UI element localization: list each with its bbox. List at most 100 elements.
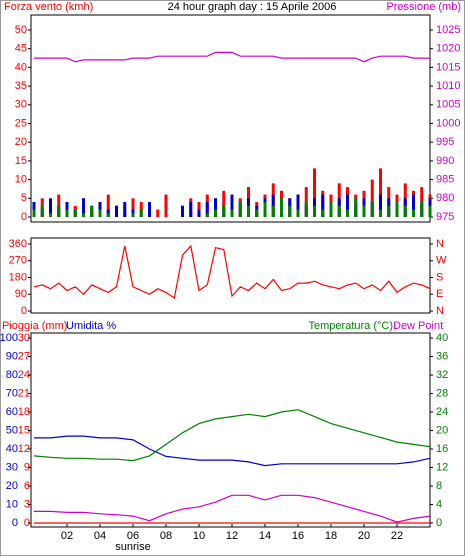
bar bbox=[222, 205, 226, 217]
y-tick-label: 80 bbox=[6, 369, 18, 381]
bar bbox=[197, 202, 201, 217]
bar bbox=[49, 198, 52, 217]
x-tick-label: 18 bbox=[325, 530, 337, 542]
plot-area bbox=[30, 14, 431, 223]
bar bbox=[222, 190, 226, 217]
y-tick-label: 9 bbox=[24, 461, 30, 473]
bar bbox=[115, 205, 118, 217]
y-tick-label: S bbox=[436, 271, 443, 283]
y-tick-label: 50 bbox=[15, 24, 27, 36]
bar bbox=[354, 198, 358, 217]
bar bbox=[263, 202, 267, 217]
y-tick-label: 70 bbox=[6, 387, 18, 399]
bar bbox=[106, 194, 110, 217]
series-label: Dew Point bbox=[393, 320, 443, 332]
y-tick-label: 32 bbox=[436, 369, 448, 381]
bar bbox=[313, 168, 316, 217]
y-tick-label: 985 bbox=[436, 174, 454, 186]
y-tick-label: 1005 bbox=[436, 99, 460, 111]
bar bbox=[98, 202, 102, 217]
x-tick-label: 12 bbox=[226, 530, 238, 542]
y-tick-label: 180 bbox=[9, 271, 27, 283]
bar bbox=[337, 205, 341, 217]
right-axis-label: Pressione (mb) bbox=[386, 1, 461, 13]
series-line bbox=[34, 51, 430, 63]
x-tick-label: 10 bbox=[193, 530, 205, 542]
bar bbox=[296, 209, 300, 217]
bar bbox=[412, 194, 415, 217]
y-tick-label: 40 bbox=[6, 443, 18, 455]
bar bbox=[403, 205, 407, 217]
bar bbox=[313, 205, 316, 217]
y-tick-label: 0 bbox=[12, 517, 18, 529]
bar bbox=[420, 202, 424, 217]
bar bbox=[412, 209, 415, 217]
bar bbox=[329, 202, 333, 217]
y-tick-label: 40 bbox=[436, 332, 448, 344]
bar bbox=[205, 213, 209, 217]
bar bbox=[106, 213, 110, 217]
y-tick-label: 0 bbox=[436, 517, 442, 529]
y-tick-label: 21 bbox=[18, 387, 30, 399]
bar bbox=[288, 205, 292, 217]
bar bbox=[370, 202, 374, 217]
bar bbox=[40, 205, 44, 217]
bar bbox=[214, 198, 217, 217]
bar bbox=[379, 209, 382, 217]
bar bbox=[296, 194, 300, 217]
bar bbox=[90, 205, 94, 217]
y-tick-label: 27 bbox=[18, 350, 30, 362]
y-tick-label: 995 bbox=[436, 136, 454, 148]
y-tick-label: 25 bbox=[15, 117, 27, 129]
y-tick-label: 15 bbox=[18, 424, 30, 436]
y-tick-label: 18 bbox=[18, 406, 30, 418]
y-tick-label: E bbox=[436, 288, 443, 300]
bar bbox=[230, 194, 234, 217]
y-tick-label: 0 bbox=[21, 211, 27, 223]
y-tick-label: 1020 bbox=[436, 43, 460, 55]
y-tick-label: 10 bbox=[6, 498, 18, 510]
x-tick-label: 14 bbox=[259, 530, 271, 542]
bar bbox=[32, 202, 36, 217]
y-tick-label: 1025 bbox=[436, 24, 460, 36]
bar bbox=[49, 213, 52, 217]
bar bbox=[280, 198, 283, 217]
y-tick-label: N bbox=[436, 238, 444, 250]
y-tick-label: 8 bbox=[436, 480, 442, 492]
bar bbox=[247, 205, 250, 217]
bar bbox=[304, 202, 308, 217]
y-tick-label: 975 bbox=[436, 211, 454, 223]
series-label: Temperatura (°C) bbox=[309, 320, 393, 332]
bar bbox=[387, 205, 391, 217]
bar bbox=[82, 213, 85, 217]
bar bbox=[189, 202, 193, 217]
chart-title: 24 hour graph day : 15 Aprile 2006 bbox=[168, 1, 337, 13]
bar bbox=[205, 202, 209, 217]
bar bbox=[238, 202, 242, 217]
y-tick-label: 20 bbox=[15, 136, 27, 148]
bar bbox=[73, 209, 77, 217]
y-tick-label: 50 bbox=[6, 424, 18, 436]
y-tick-label: 30 bbox=[18, 332, 30, 344]
x-tick-label: 16 bbox=[292, 530, 304, 542]
y-tick-label: 16 bbox=[436, 443, 448, 455]
plot-area bbox=[30, 332, 431, 528]
bar bbox=[197, 209, 201, 217]
y-tick-label: 45 bbox=[15, 43, 27, 55]
bar bbox=[65, 202, 69, 217]
bar bbox=[395, 202, 399, 217]
bar bbox=[164, 194, 168, 217]
bar bbox=[98, 209, 102, 217]
y-tick-label: 90 bbox=[6, 350, 18, 362]
bar bbox=[65, 209, 69, 217]
y-tick-label: 20 bbox=[6, 480, 18, 492]
bar bbox=[148, 202, 151, 217]
y-tick-label: 12 bbox=[436, 461, 448, 473]
annotation: sunrise bbox=[115, 541, 150, 553]
y-tick-label: 0 bbox=[24, 517, 30, 529]
x-tick-label: 06 bbox=[127, 530, 139, 542]
y-tick-label: 24 bbox=[436, 406, 448, 418]
y-tick-label: 30 bbox=[15, 99, 27, 111]
y-tick-label: 990 bbox=[436, 155, 454, 167]
y-tick-label: 28 bbox=[436, 387, 448, 399]
